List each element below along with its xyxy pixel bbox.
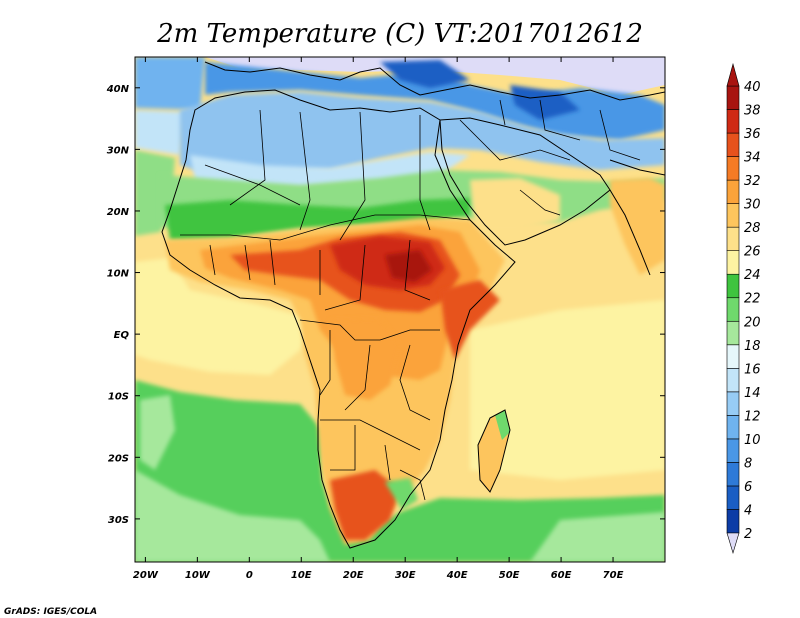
southern-africa-green-patch [385, 478, 418, 510]
y-tick-label: 30N [107, 145, 130, 156]
south-atlantic-pale-patch [140, 395, 175, 470]
colorbar-swatch [726, 203, 740, 228]
x-tick-label: 70E [603, 570, 624, 581]
y-tick-label: 40N [106, 84, 130, 95]
colorbar-label: 26 [744, 245, 761, 260]
india-warm-field [610, 178, 665, 275]
y-axis: 40N 30N 20N 10N EQ 10S 20S 30S [106, 84, 665, 526]
colorbar-swatch [726, 297, 740, 322]
colorbar-swatch [726, 485, 740, 510]
colorbar-high-arrow [726, 62, 740, 87]
colorbar-swatch [726, 320, 740, 346]
southern-ocean-light-field [135, 470, 665, 562]
colorbar-label: 18 [744, 339, 761, 354]
north-africa-blue-field [180, 92, 665, 175]
colorbar-swatch [726, 344, 740, 369]
colorbar-label: 30 [744, 198, 761, 213]
x-tick-label: 30E [395, 570, 416, 581]
x-tick-label: 0 [246, 570, 253, 581]
y-tick-label: 10N [107, 269, 130, 280]
colorbar-swatch [726, 250, 740, 275]
y-tick-label: 30S [108, 515, 129, 526]
x-tick-label: 40E [446, 570, 468, 581]
colorbar-label: 4 [744, 503, 752, 518]
x-tick-label: 20W [133, 570, 159, 581]
europe-cold-field [205, 57, 665, 95]
x-axis: 20W 10W 0 10E 20E 30E 40E 50E 60E 70E [133, 57, 624, 581]
colorbar-label: 20 [744, 315, 761, 330]
colorbar-swatch [726, 438, 740, 463]
indian-ocean-light-field [470, 300, 665, 480]
colorbar-swatch [726, 391, 740, 416]
congo-warm-field [330, 318, 400, 400]
north-atlantic-pale-field [135, 110, 185, 155]
north-atlantic-blue-field [135, 57, 205, 110]
madagascar-coastline [477, 409, 511, 493]
colorbar-label: 36 [744, 127, 761, 142]
plot-frame [134, 56, 666, 563]
colorbar-label: 38 [744, 104, 761, 119]
europe-coastline [204, 61, 665, 101]
figure-title: 2m Temperature (C) VT:2017012612 [156, 19, 643, 49]
x-tick-label: 50E [499, 570, 520, 581]
middle-east-borders [459, 99, 641, 216]
colorbar-label: 22 [744, 292, 761, 307]
grads-credit: GrADS: IGES/COLA [4, 607, 97, 617]
africa-coastline [161, 89, 516, 549]
colorbar-label: 12 [744, 409, 761, 424]
colorbar-swatch [726, 109, 740, 134]
x-tick-label: 10E [291, 570, 312, 581]
colorbar-label: 24 [744, 268, 761, 283]
colorbar-swatch [726, 415, 740, 440]
x-tick-label: 10W [185, 570, 211, 581]
mediterranean-blue-field [205, 62, 665, 140]
coastlines-and-borders [161, 61, 665, 549]
colorbar-label: 8 [744, 456, 752, 471]
map-plot-area [135, 57, 665, 562]
sahel-green-band [165, 198, 470, 240]
colorbar-swatch [726, 509, 740, 534]
arabia-coastline [439, 117, 611, 246]
africa-max-core [385, 250, 432, 282]
colorbar-label: 34 [744, 151, 761, 166]
x-tick-label: 60E [551, 570, 572, 581]
colorbar-low-arrow [726, 532, 740, 555]
colorbar-label: 16 [744, 362, 761, 377]
colorbar-label: 32 [744, 174, 761, 189]
colorbar-swatch [726, 273, 740, 299]
colorbar-swatch [726, 156, 740, 181]
y-tick-label: EQ [114, 330, 130, 341]
x-tick-label: 20E [343, 570, 364, 581]
india-coastline [609, 159, 665, 276]
colorbar-label: 14 [744, 386, 761, 401]
colorbar-swatch [726, 226, 740, 251]
colorbar-swatch [726, 132, 740, 157]
south-atlantic-cool-field [135, 380, 665, 562]
colorbar-swatch [726, 179, 740, 204]
southern-africa-hot-field [330, 470, 400, 540]
y-tick-label: 20S [108, 453, 129, 464]
colorbar-swatch [726, 368, 740, 393]
east-africa-hot-field [440, 280, 500, 360]
y-tick-label: 20N [107, 207, 130, 218]
colorbar-label: 28 [744, 221, 761, 236]
colorbar-swatch [726, 462, 740, 487]
country-borders [180, 109, 471, 501]
madagascar-green-edge [495, 410, 510, 440]
europe-deep-blue-patch [380, 60, 580, 120]
colorbar-label: 2 [744, 527, 752, 542]
atlantic-tropical-band [135, 258, 310, 375]
y-tick-label: 10S [108, 392, 129, 403]
colorbar-label: 40 [744, 80, 761, 95]
colorbar-label: 10 [744, 433, 761, 448]
colorbar-label: 6 [744, 480, 752, 495]
arabia-warm-field [470, 178, 560, 230]
colorbar-swatch [726, 85, 740, 110]
